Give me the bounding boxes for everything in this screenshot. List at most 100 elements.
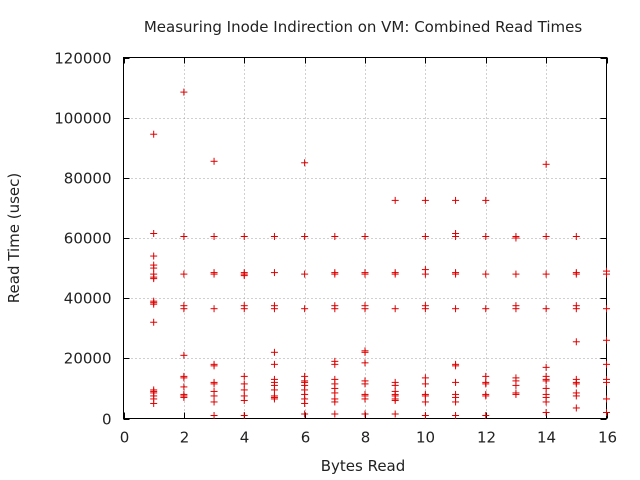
data-point — [240, 380, 248, 388]
data-point — [210, 305, 218, 313]
data-point — [421, 374, 429, 382]
data-point — [572, 270, 580, 278]
data-point — [240, 372, 248, 380]
data-point — [240, 232, 248, 240]
data-point — [391, 305, 399, 313]
data-point — [270, 395, 278, 403]
data-points — [150, 88, 610, 419]
data-point — [331, 410, 339, 418]
data-point — [603, 336, 610, 344]
data-point — [572, 380, 580, 388]
data-point — [361, 395, 369, 403]
y-axis-label: Read Time (usec) — [5, 173, 23, 303]
data-point — [180, 232, 188, 240]
data-point — [150, 252, 158, 260]
data-point — [452, 411, 460, 419]
data-point — [240, 305, 248, 313]
data-point — [452, 362, 460, 370]
data-point — [421, 380, 429, 388]
data-point — [572, 338, 580, 346]
data-point — [270, 348, 278, 356]
data-point — [542, 305, 550, 313]
data-point — [603, 408, 610, 416]
data-point — [240, 396, 248, 404]
data-point — [603, 270, 610, 278]
data-point — [361, 232, 369, 240]
data-point — [512, 305, 520, 313]
data-point — [240, 386, 248, 394]
y-tick-label: 80000 — [64, 170, 112, 188]
data-point — [542, 384, 550, 392]
y-tick-label: 120000 — [54, 50, 111, 68]
data-point — [572, 404, 580, 412]
data-point — [210, 362, 218, 370]
data-point — [331, 270, 339, 278]
data-point — [542, 232, 550, 240]
data-point — [512, 270, 520, 278]
data-point — [512, 234, 520, 242]
data-point — [301, 399, 309, 407]
data-point — [603, 305, 610, 313]
data-point — [421, 398, 429, 406]
data-point — [180, 374, 188, 382]
x-tick-label: 2 — [180, 429, 190, 447]
data-point — [301, 410, 309, 418]
data-point — [361, 410, 369, 418]
data-point — [150, 399, 158, 407]
y-tick-label: 0 — [102, 411, 112, 429]
y-tick-label: 20000 — [64, 350, 112, 368]
data-point — [331, 232, 339, 240]
data-point — [452, 270, 460, 278]
data-point — [391, 396, 399, 404]
data-point — [482, 270, 490, 278]
x-tick-label: 0 — [120, 429, 130, 447]
data-point — [452, 305, 460, 313]
data-point — [391, 381, 399, 389]
data-point — [512, 390, 520, 398]
x-tick-label: 8 — [361, 429, 371, 447]
data-point — [210, 380, 218, 388]
data-point — [150, 130, 158, 138]
data-point — [572, 392, 580, 400]
chart-title: Measuring Inode Indirection on VM: Combi… — [144, 18, 582, 36]
data-point — [542, 408, 550, 416]
data-point — [361, 380, 369, 388]
data-point — [180, 351, 188, 359]
data-point — [150, 300, 158, 308]
data-point — [391, 196, 399, 204]
x-tick-label: 10 — [416, 429, 435, 447]
data-point — [150, 264, 158, 272]
data-point — [361, 270, 369, 278]
data-point — [270, 269, 278, 277]
data-point — [301, 232, 309, 240]
data-point — [210, 232, 218, 240]
x-tick-label: 6 — [301, 429, 311, 447]
data-point — [180, 270, 188, 278]
data-point — [542, 398, 550, 406]
data-point — [270, 232, 278, 240]
x-tick-label: 4 — [240, 429, 250, 447]
data-point — [180, 383, 188, 391]
y-tick-label: 60000 — [64, 230, 112, 248]
data-point — [270, 305, 278, 313]
data-point — [421, 270, 429, 278]
data-point — [301, 159, 309, 167]
x-tick-label: 14 — [537, 429, 556, 447]
data-point — [270, 360, 278, 368]
x-tick-label: 12 — [477, 429, 496, 447]
data-point — [452, 232, 460, 240]
data-point — [391, 410, 399, 418]
data-point — [150, 318, 158, 326]
data-point — [391, 270, 399, 278]
data-point — [482, 411, 490, 419]
data-point — [542, 160, 550, 168]
data-point — [542, 363, 550, 371]
data-point — [180, 88, 188, 96]
data-point — [361, 305, 369, 313]
data-point — [210, 157, 218, 165]
data-point — [270, 386, 278, 394]
x-tick-label: 16 — [598, 429, 617, 447]
data-point — [301, 270, 309, 278]
data-point — [572, 305, 580, 313]
x-axis-label: Bytes Read — [321, 457, 406, 475]
